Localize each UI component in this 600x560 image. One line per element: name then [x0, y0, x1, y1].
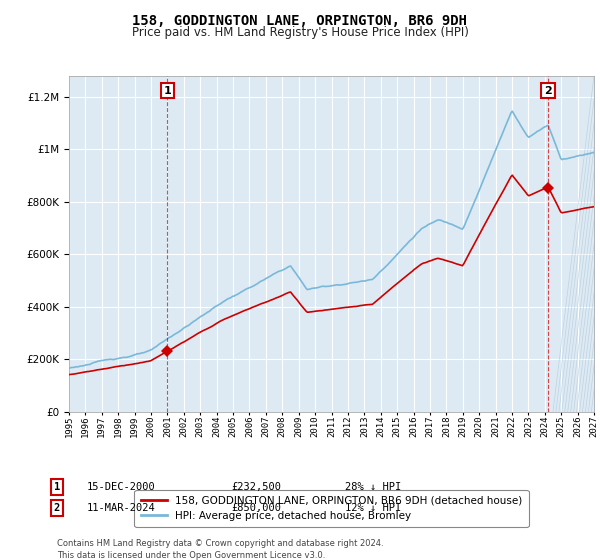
- Bar: [561, 76, 594, 412]
- Text: Price paid vs. HM Land Registry's House Price Index (HPI): Price paid vs. HM Land Registry's House …: [131, 26, 469, 39]
- Text: 15-DEC-2000: 15-DEC-2000: [87, 482, 156, 492]
- Text: 158, GODDINGTON LANE, ORPINGTON, BR6 9DH: 158, GODDINGTON LANE, ORPINGTON, BR6 9DH: [133, 14, 467, 28]
- Text: 28% ↓ HPI: 28% ↓ HPI: [345, 482, 401, 492]
- Legend: 158, GODDINGTON LANE, ORPINGTON, BR6 9DH (detached house), HPI: Average price, d: 158, GODDINGTON LANE, ORPINGTON, BR6 9DH…: [134, 489, 529, 528]
- Text: 12% ↓ HPI: 12% ↓ HPI: [345, 503, 401, 513]
- Text: 1: 1: [164, 86, 172, 96]
- Text: Contains HM Land Registry data © Crown copyright and database right 2024.
This d: Contains HM Land Registry data © Crown c…: [57, 539, 383, 560]
- Text: 2: 2: [544, 86, 552, 96]
- Text: £850,000: £850,000: [231, 503, 281, 513]
- Text: £232,500: £232,500: [231, 482, 281, 492]
- Text: 2: 2: [54, 503, 60, 513]
- Text: 1: 1: [54, 482, 60, 492]
- Text: 11-MAR-2024: 11-MAR-2024: [87, 503, 156, 513]
